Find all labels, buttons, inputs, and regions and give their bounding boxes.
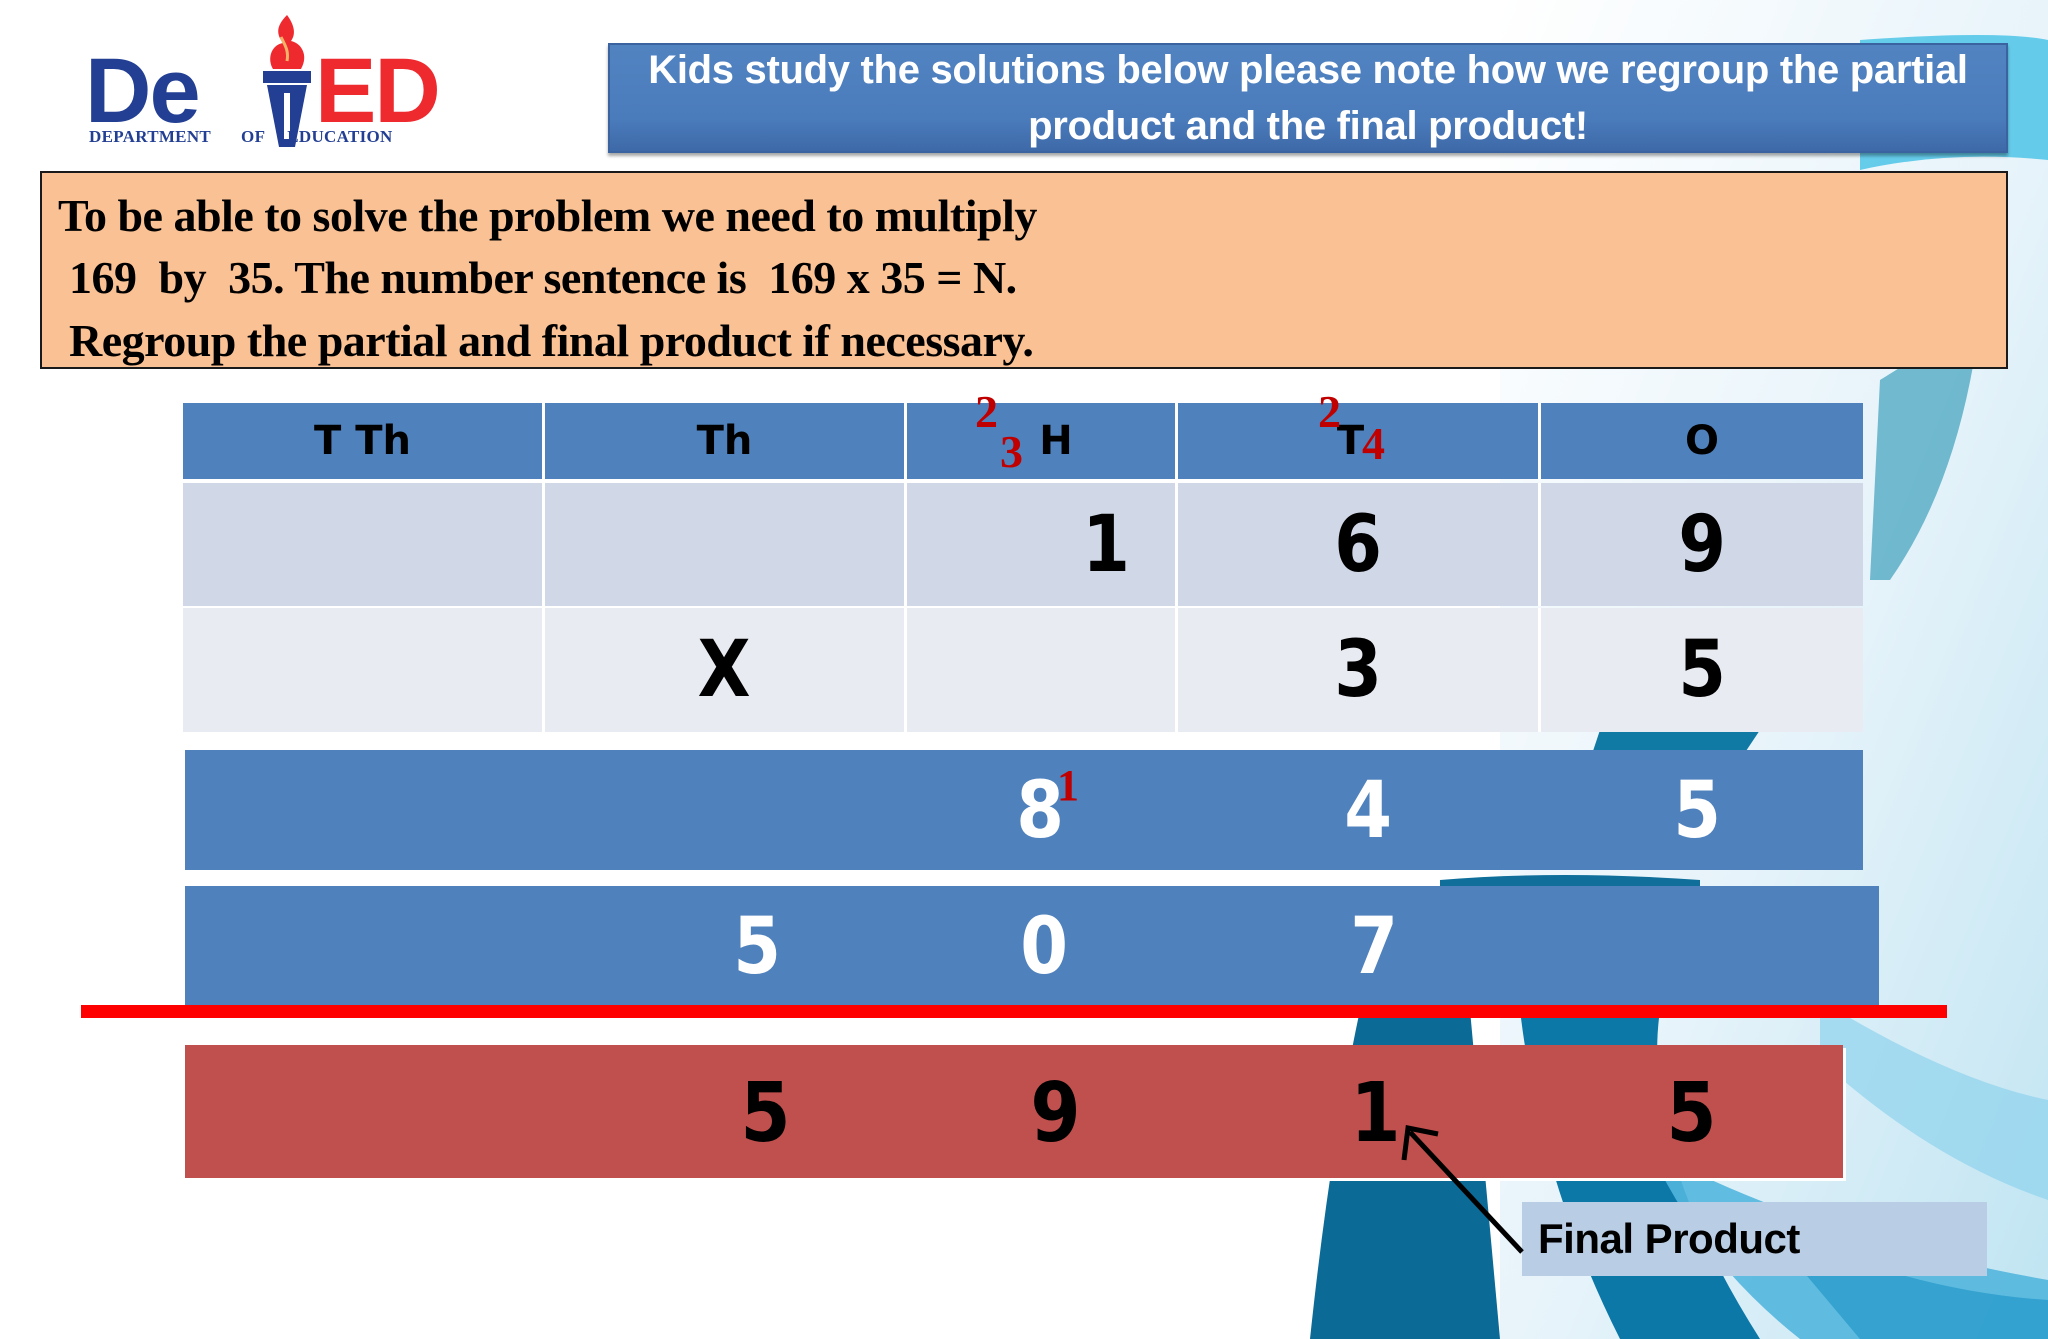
- digit: 5: [1678, 625, 1726, 715]
- carry-tens-top: 2: [1318, 386, 1341, 437]
- table-cell: [545, 483, 907, 606]
- final-digit: 5: [1666, 1066, 1717, 1161]
- problem-line-1: To be able to solve the problem we need …: [58, 190, 1037, 241]
- logo-wordmark-ed: ED: [315, 40, 441, 142]
- table-cell: 6: [1178, 483, 1541, 606]
- table-header-row: T Th Th 2 3 H 2 T 4 O: [183, 389, 1863, 479]
- carry-hundreds-top: 2: [975, 386, 998, 437]
- logo-wordmark-de: De: [85, 40, 201, 142]
- partial-digit: 5: [733, 902, 782, 992]
- table-cell: X: [545, 608, 907, 732]
- torch-icon: [263, 15, 311, 147]
- carry-partial-hundreds: 1: [1057, 761, 1079, 810]
- banner-text: Kids study the solutions below please no…: [648, 48, 1968, 148]
- partial-digit: 8: [1016, 766, 1065, 856]
- table-cell: 3: [1178, 608, 1541, 732]
- digit: 6: [1334, 499, 1382, 590]
- carry-hundreds-bottom: 3: [1000, 426, 1023, 477]
- digit: 3: [1334, 625, 1382, 715]
- final-product-row: 5 9 1 5: [185, 1045, 1843, 1178]
- final-product-label-box: Final Product: [1522, 1202, 1987, 1276]
- header-ones: O: [1684, 418, 1719, 464]
- final-digit: 1: [1350, 1066, 1401, 1161]
- partial-digit: 0: [1020, 902, 1069, 992]
- table-cell: [907, 608, 1178, 732]
- final-digit: 9: [1030, 1066, 1081, 1161]
- logo-subtitle-department: DEPARTMENT: [89, 127, 212, 146]
- table-cell: [183, 608, 545, 732]
- table-cell: 5: [1541, 608, 1863, 732]
- problem-statement-box: To be able to solve the problem we need …: [40, 171, 2008, 369]
- header-thousands: Th: [545, 403, 907, 479]
- final-digit: 5: [740, 1066, 791, 1161]
- final-product-label: Final Product: [1538, 1215, 1800, 1262]
- multiplicand-row: 1 6 9: [183, 483, 1863, 606]
- partial-product-row-1: 8 1 4 5: [185, 750, 1863, 870]
- logo-subtitle-education: EDUCATION: [287, 127, 393, 146]
- header-hundreds-label: H: [1039, 418, 1073, 464]
- multiplier-row: X 3 5: [183, 608, 1863, 732]
- digit: 9: [1678, 499, 1726, 590]
- sum-divider-line: [81, 1005, 1947, 1018]
- header-tens-label: T: [1336, 418, 1365, 464]
- header-tens: 2 T 4: [1178, 389, 1541, 479]
- problem-line-2: 169 by 35. The number sentence is 169 x …: [58, 252, 1017, 303]
- deped-logo: De ED DEPARTMENT OF EDUCATION: [85, 15, 495, 150]
- carry-tens-right: 4: [1362, 418, 1385, 469]
- logo-subtitle: DEPARTMENT OF EDUCATION: [89, 127, 393, 147]
- partial-product-row-2: 5 0 7: [185, 886, 1879, 1008]
- table-cell: [183, 483, 545, 606]
- partial-digit: 4: [1344, 766, 1393, 856]
- multiply-sign: X: [698, 625, 751, 715]
- table-cell: 1: [907, 483, 1178, 606]
- digit: 1: [1082, 499, 1130, 590]
- logo-subtitle-of: OF: [241, 127, 266, 146]
- header-hundreds: 2 3 H: [907, 389, 1178, 479]
- header-ten-thousands: T Th: [183, 403, 545, 479]
- table-cell: 9: [1541, 483, 1863, 606]
- instruction-banner: Kids study the solutions below please no…: [608, 43, 2008, 153]
- problem-line-3: Regroup the partial and final product if…: [58, 315, 1034, 366]
- arrow-icon: [1401, 1125, 1524, 1254]
- partial-digit: 7: [1350, 902, 1399, 992]
- partial-digit: 5: [1673, 766, 1722, 856]
